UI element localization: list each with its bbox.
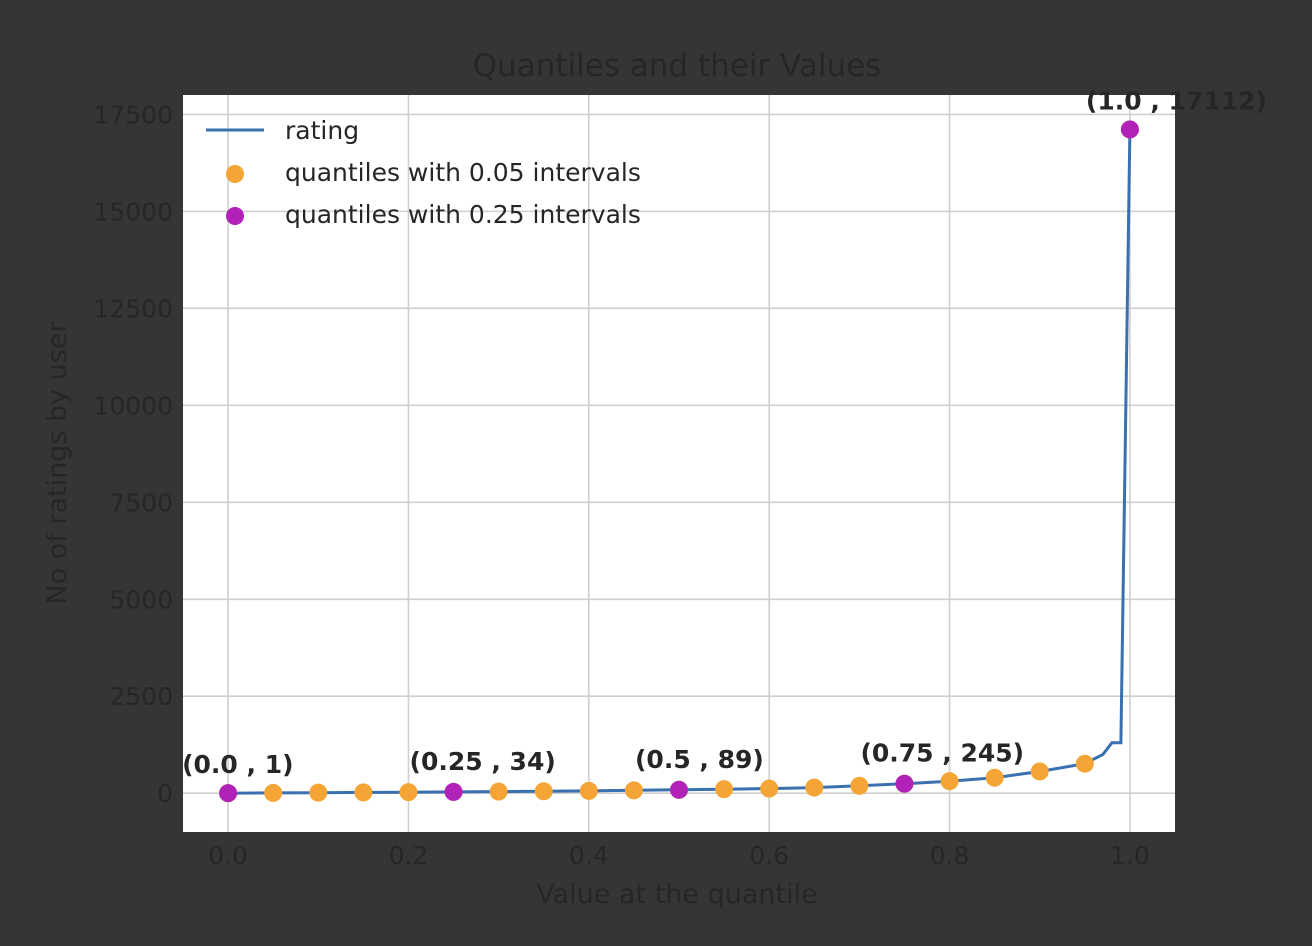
q05-point: [264, 783, 283, 802]
q05-point: [534, 782, 553, 801]
point-annotation: (1.0 , 17112): [1086, 86, 1267, 115]
legend-label-q25: quantiles with 0.25 intervals: [285, 200, 641, 229]
x-tick-label: 0.4: [569, 841, 609, 870]
q05-point: [805, 778, 824, 797]
plot-area: [183, 95, 1175, 832]
y-tick-label: 0: [157, 779, 173, 808]
q25-point: [670, 780, 688, 799]
point-annotation: (0.0 , 1): [182, 750, 293, 779]
q05-point: [985, 768, 1004, 787]
legend-label-q05: quantiles with 0.05 intervals: [285, 158, 641, 187]
q05-point: [354, 783, 373, 802]
q05-point: [624, 781, 643, 800]
q05-point: [579, 781, 598, 800]
q05-point: [1030, 762, 1049, 781]
y-tick-label: 5000: [109, 585, 173, 614]
y-tick-label: 7500: [109, 488, 173, 517]
legend-marker-q05: [226, 165, 244, 183]
x-tick-label: 0.8: [930, 841, 970, 870]
q05-point: [850, 776, 869, 795]
x-tick-label: 0.2: [389, 841, 429, 870]
chart-title: Quantiles and their Values: [473, 48, 882, 84]
point-annotation: (0.25 , 34): [410, 747, 556, 776]
q25-point: [895, 774, 914, 793]
point-annotation: (0.5 , 89): [635, 745, 764, 774]
x-axis-label: Value at the quantile: [536, 879, 817, 910]
x-tick-label: 0.0: [208, 841, 248, 870]
q05-point: [760, 779, 779, 798]
legend: rating quantiles with 0.05 intervals qua…: [206, 116, 641, 229]
q05-point: [489, 782, 508, 801]
y-tick-label: 10000: [93, 391, 173, 420]
annotation-layer: (0.0 , 1) (0.25 , 34) (0.5 , 89) (0.75 , 24…: [182, 86, 1267, 779]
y-tick-label: 17500: [93, 100, 173, 129]
q05-point: [715, 780, 734, 799]
x-tick-label: 1.0: [1110, 841, 1150, 870]
q05-point: [399, 783, 418, 802]
y-axis-label: No of ratings by user: [42, 321, 73, 605]
q25-point: [1120, 120, 1139, 139]
point-annotation: (0.75 , 245): [860, 739, 1024, 768]
y-tick-label: 12500: [93, 294, 173, 323]
axis-layer: 0.0 0.2 0.4 0.6 0.8 1.0 0 2500 5000 7500 10000 1250…: [93, 100, 1149, 870]
y-tick-label: 15000: [93, 197, 173, 226]
q25-point: [219, 784, 238, 803]
q05-point: [309, 783, 328, 802]
legend-marker-q25: [226, 207, 244, 225]
q25-point: [444, 782, 463, 801]
x-tick-label: 0.6: [749, 841, 789, 870]
q05-point: [1075, 754, 1094, 773]
legend-label-rating: rating: [285, 116, 359, 145]
y-tick-label: 2500: [109, 682, 173, 711]
q05-point: [940, 772, 959, 791]
series-layer: [219, 120, 1139, 803]
